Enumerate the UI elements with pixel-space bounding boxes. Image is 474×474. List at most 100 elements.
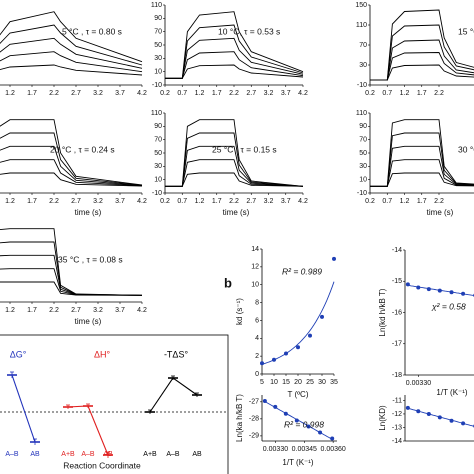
series-name: ΔH°: [94, 349, 111, 359]
data-point: [320, 314, 324, 319]
sensorgram-curve: [0, 159, 143, 187]
y-tick-label: 30: [359, 163, 367, 170]
sensorgram-curve: [165, 172, 304, 187]
y-tick-label: -14: [392, 438, 402, 445]
y-axis-label: Ln(ka h/kB T): [235, 394, 244, 442]
x-axis-label: time (s): [223, 208, 250, 217]
y-tick-label: 10: [154, 177, 162, 184]
y-tick-label: 110: [356, 22, 367, 29]
sensorgram-curve: [370, 52, 474, 81]
y-tick-label: -11: [392, 397, 402, 404]
x-tick-label: 3.7: [115, 198, 125, 205]
series-name: -TΔS°: [164, 349, 189, 359]
x-tick-label: 1.2: [195, 90, 205, 97]
y-tick-label: 50: [154, 150, 162, 157]
y-axis-label: kd (s⁻¹): [235, 298, 244, 325]
x-tick-label: 1.2: [5, 198, 15, 205]
x-tick-label: 1.2: [5, 307, 15, 314]
data-point: [461, 421, 466, 426]
y-tick-label: -27: [249, 399, 259, 406]
x-tick-label: 2.7: [71, 198, 81, 205]
x-axis-label: 1/T (K⁻¹): [282, 458, 314, 467]
data-point: [308, 333, 312, 338]
x-tick-label: 15: [282, 379, 290, 386]
sensorgram-curve: [165, 64, 304, 79]
sensorgram-curve: [0, 51, 143, 73]
y-tick-label: -29: [249, 433, 259, 440]
y-tick-label: 6: [255, 317, 259, 324]
x-tick-label: 1.2: [400, 90, 410, 97]
data-point: [260, 361, 264, 366]
x-tick-label: 1.7: [27, 198, 37, 205]
y-tick-label: -10: [152, 190, 162, 197]
y-tick-label: -10: [152, 82, 162, 89]
annotation: 20 °C , τ = 0.24 s: [50, 144, 115, 154]
y-tick-label: 90: [154, 15, 162, 22]
category-label: A–B: [81, 451, 95, 458]
x-tick-label: 1.2: [195, 198, 205, 205]
annotation: 15 °C: [458, 26, 474, 36]
x-axis-label: 1/T (K⁻¹): [436, 388, 468, 397]
y-tick-label: 0: [255, 371, 259, 378]
x-tick-label: 0.2: [365, 198, 375, 205]
sensorgram-curve: [0, 145, 143, 186]
category-label: AB: [103, 451, 113, 458]
data-point: [272, 357, 276, 362]
x-tick-label: 4.2: [298, 198, 308, 205]
annotation: 35 °C , τ = 0.08 s: [58, 254, 123, 264]
data-point: [405, 405, 410, 410]
data-point: [284, 351, 288, 356]
energy-path: [11, 374, 36, 443]
y-tick-label: 110: [356, 110, 367, 117]
y-tick-label: 30: [154, 163, 162, 170]
annotation: R² = 0.989: [282, 266, 322, 276]
x-tick-label: 0.2: [160, 90, 170, 97]
y-tick-label: -28: [249, 416, 259, 423]
data-point: [405, 282, 410, 287]
x-tick-label: 3.2: [93, 307, 103, 314]
annotation: 30 °C: [458, 144, 474, 154]
y-tick-label: 70: [359, 137, 367, 144]
y-tick-label: 8: [255, 299, 259, 306]
x-tick-label: 2.2: [434, 198, 444, 205]
x-tick-label: 3.2: [93, 90, 103, 97]
data-point: [426, 287, 431, 292]
y-tick-label: -10: [357, 82, 367, 89]
sensorgram-curve: [370, 9, 474, 81]
x-tick-label: 1.7: [27, 90, 37, 97]
x-tick-label: 3.2: [264, 198, 274, 205]
y-tick-label: -16: [392, 309, 402, 316]
sensorgram-curve: [370, 172, 474, 187]
x-tick-label: 3.7: [115, 307, 125, 314]
y-tick-label: 90: [359, 123, 367, 130]
data-point: [262, 398, 267, 403]
data-point: [461, 291, 466, 296]
x-tick-label: 2.2: [49, 307, 59, 314]
data-point: [330, 436, 335, 441]
sensorgram-curve: [370, 159, 474, 187]
y-tick-label: 10: [154, 69, 162, 76]
x-axis-label: T (ºC): [288, 390, 309, 399]
x-tick-label: 0.00360: [320, 446, 345, 453]
data-point: [437, 415, 442, 420]
y-tick-label: -15: [392, 278, 402, 285]
x-tick-label: 1.7: [212, 198, 222, 205]
y-tick-label: -12: [392, 411, 402, 418]
x-tick-label: 1.2: [400, 198, 410, 205]
y-tick-label: 4: [255, 335, 259, 342]
x-axis-label: time (s): [427, 208, 454, 217]
y-tick-label: 30: [359, 62, 367, 69]
x-tick-label: 0.7: [382, 90, 392, 97]
x-tick-label: 25: [306, 379, 314, 386]
y-tick-label: 70: [154, 137, 162, 144]
x-tick-label: 30: [318, 379, 326, 386]
y-tick-label: -10: [357, 190, 367, 197]
data-point: [332, 256, 336, 261]
x-tick-label: 2.2: [229, 90, 239, 97]
sensorgram-curve: [0, 64, 143, 76]
x-tick-label: 1.7: [417, 198, 427, 205]
x-tick-label: 4.2: [137, 307, 147, 314]
y-tick-label: 70: [359, 42, 367, 49]
y-tick-label: 10: [359, 177, 367, 184]
data-point: [294, 418, 299, 423]
